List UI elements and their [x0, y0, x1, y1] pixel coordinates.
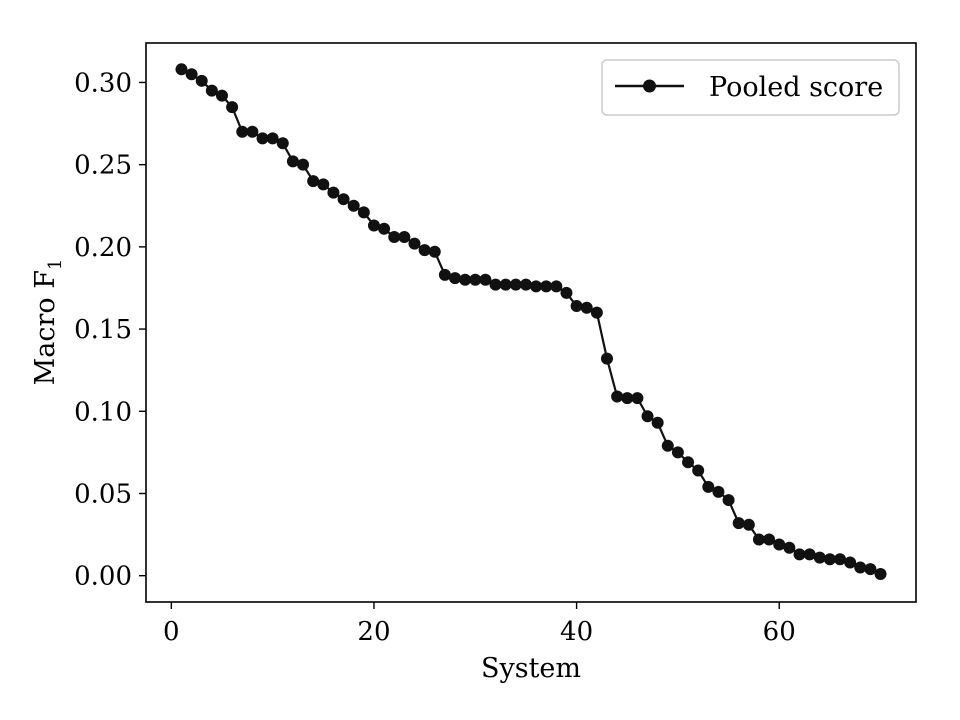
data-point	[651, 416, 664, 429]
data-point	[367, 219, 380, 232]
data-point	[398, 231, 411, 244]
data-point	[175, 63, 188, 76]
legend: Pooled score	[601, 59, 900, 116]
y-axis: 0.00 0.05 0.10 0.15 0.20 0.25 0.30	[74, 68, 146, 592]
data-point	[844, 556, 857, 569]
data-point	[256, 132, 269, 145]
y-tick-label: 0.30	[74, 68, 132, 98]
data-point	[337, 193, 350, 206]
data-point	[418, 244, 431, 257]
data-point	[489, 278, 502, 291]
data-point	[449, 272, 462, 285]
y-tick-label: 0.25	[74, 151, 132, 181]
data-point	[854, 561, 867, 574]
data-point	[742, 518, 755, 531]
y-tick-label: 0.05	[74, 479, 132, 509]
legend-marker-sample	[643, 79, 656, 93]
data-point	[712, 485, 725, 498]
y-axis-label-main: Macro F	[30, 270, 61, 385]
data-point	[631, 392, 644, 405]
data-point	[317, 178, 330, 191]
data-point	[813, 551, 826, 564]
data-point	[327, 186, 340, 199]
data-point	[297, 158, 310, 171]
data-point	[611, 390, 624, 403]
data-point	[205, 84, 218, 97]
y-tick-label: 0.15	[74, 315, 132, 345]
data-point	[530, 280, 543, 293]
x-axis: 0 20 40 60	[163, 602, 796, 647]
legend-label-pooled-score: Pooled score	[709, 72, 883, 103]
data-point	[215, 89, 228, 102]
data-point	[388, 231, 401, 244]
data-point	[286, 155, 299, 168]
x-tick-label: 20	[357, 617, 390, 647]
data-point	[469, 273, 482, 286]
data-point	[357, 206, 370, 219]
data-point	[641, 410, 654, 423]
data-point	[428, 245, 441, 258]
data-point	[834, 553, 847, 566]
data-point	[185, 68, 198, 81]
data-point	[732, 517, 745, 530]
x-tick-label: 40	[560, 617, 593, 647]
data-point	[226, 101, 239, 114]
data-point	[570, 300, 583, 313]
y-tick-label: 0.20	[74, 233, 132, 263]
data-point	[307, 175, 320, 188]
data-point	[621, 392, 634, 405]
data-point	[276, 137, 289, 150]
data-point	[509, 278, 522, 291]
data-point	[702, 480, 715, 493]
data-point	[540, 280, 553, 293]
plot-frame	[145, 42, 917, 603]
data-point	[479, 273, 492, 286]
data-point	[550, 280, 563, 293]
data-point	[692, 464, 705, 477]
x-tick-label: 60	[763, 617, 796, 647]
data-point	[195, 74, 208, 87]
y-axis-label-subscript: 1	[45, 259, 66, 270]
data-point	[773, 538, 786, 551]
data-point	[499, 278, 512, 291]
data-point	[519, 278, 532, 291]
data-point	[682, 456, 695, 469]
data-point	[266, 132, 279, 145]
legend-box	[601, 59, 900, 116]
y-axis-label: Macro F1	[30, 259, 66, 386]
data-point	[459, 273, 472, 286]
data-point	[600, 352, 613, 365]
data-point	[378, 222, 391, 235]
plot-layer	[175, 63, 887, 581]
data-point	[590, 306, 603, 319]
y-tick-label: 0.10	[74, 397, 132, 427]
data-point	[347, 199, 360, 212]
data-point	[671, 446, 684, 459]
x-axis-label: System	[481, 653, 581, 684]
data-point	[752, 533, 765, 546]
data-point	[580, 301, 593, 314]
data-point	[763, 533, 776, 546]
data-point	[236, 125, 249, 138]
data-point	[864, 563, 877, 576]
data-point	[783, 541, 796, 554]
data-point	[793, 548, 806, 561]
x-tick-label: 0	[163, 617, 180, 647]
data-point	[560, 286, 573, 299]
data-point	[246, 125, 259, 138]
data-point	[823, 553, 836, 566]
data-point	[438, 268, 451, 281]
data-point	[661, 439, 674, 452]
data-point	[408, 237, 421, 250]
data-point	[722, 494, 735, 507]
data-point	[874, 568, 887, 581]
y-tick-label: 0.00	[74, 562, 132, 592]
data-point	[803, 548, 816, 561]
